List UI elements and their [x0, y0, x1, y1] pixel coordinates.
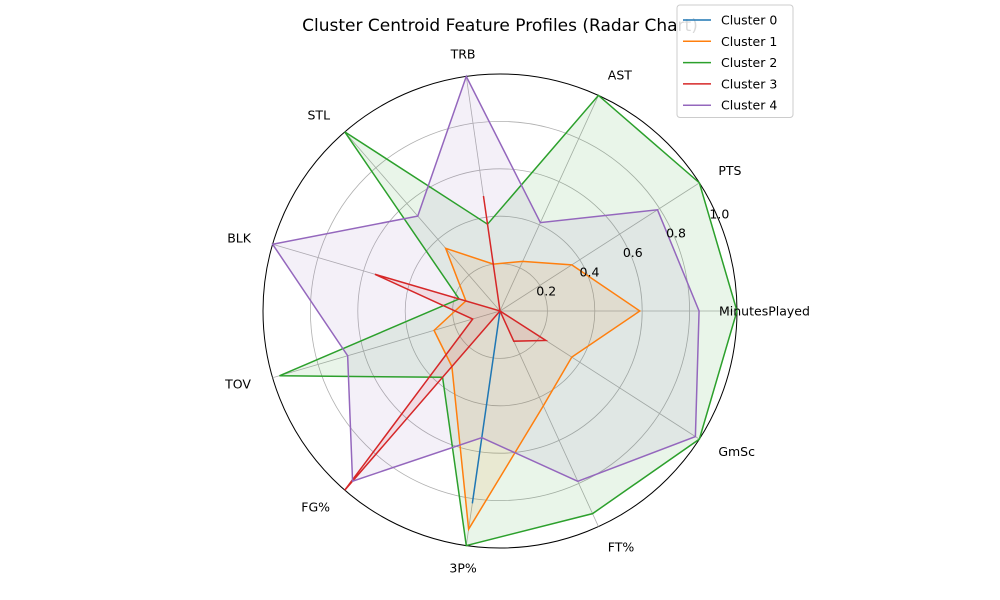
radial-tick-label: 1.0	[709, 206, 729, 221]
axis-label: AST	[608, 67, 632, 82]
legend-box	[676, 4, 794, 118]
legend-label: Cluster 0	[721, 13, 777, 28]
legend-label: Cluster 2	[721, 55, 777, 70]
radial-tick-label: 0.8	[666, 226, 686, 241]
chart-title: Cluster Centroid Feature Profiles (Radar…	[302, 16, 698, 36]
axis-label: GmSc	[718, 444, 755, 459]
axis-label: BLK	[227, 230, 252, 245]
axis-labels: MinutesPlayed PTS AST TRB STL BLK TOV FG% 3P% FT%…	[224, 47, 810, 576]
axis-label: MinutesPlayed	[719, 304, 810, 319]
axis-label: TOV	[224, 377, 251, 392]
spoke-line	[499, 95, 599, 312]
series-line-2	[279, 94, 738, 547]
radial-tick-label: 0.4	[580, 264, 600, 279]
spoke-line	[272, 310, 501, 379]
series-line-1	[433, 247, 642, 532]
series-fill-4	[272, 76, 700, 482]
radial-tick-label: 0.2	[536, 284, 556, 299]
series-line-4	[271, 74, 700, 483]
radial-tick-labels: 0.2 0.4 0.6 0.8 1.0	[536, 206, 729, 298]
series-fills	[272, 76, 737, 546]
axis-label: TRB	[450, 47, 476, 62]
axis-label: 3P%	[449, 560, 476, 575]
series-line-0	[471, 310, 501, 504]
axis-label: FT%	[608, 540, 635, 555]
legend-label: Cluster 3	[721, 76, 777, 91]
radial-tick-label: 0.6	[623, 245, 643, 260]
series-lines	[271, 74, 738, 547]
series-fill-1	[434, 248, 640, 530]
spoke-line	[344, 131, 501, 312]
axis-label: FG%	[301, 500, 330, 515]
axis-label: STL	[308, 107, 331, 122]
series-line-3	[344, 195, 549, 491]
spoke-line	[499, 182, 700, 312]
legend-label: Cluster 1	[721, 34, 777, 49]
series-fill-2	[279, 95, 737, 546]
spoke-line	[499, 310, 599, 527]
legend-label: Cluster 4	[721, 98, 777, 113]
legend: Cluster 0 Cluster 1 Cluster 2 Cluster 3 Clus…	[676, 4, 794, 118]
axis-label: PTS	[718, 163, 741, 178]
